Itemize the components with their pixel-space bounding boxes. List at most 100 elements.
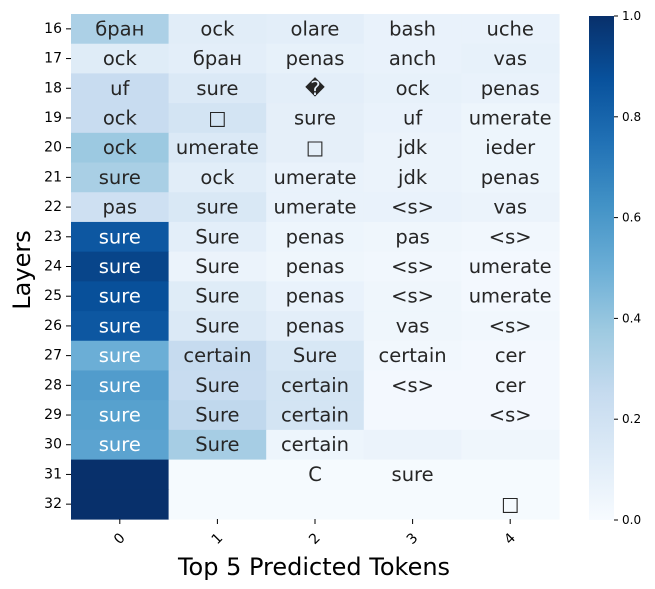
heatmap-cell-label: Sure — [195, 225, 239, 248]
heatmap-cell — [168, 429, 267, 461]
x-tick-label: 3 — [404, 530, 422, 548]
y-tick-label: 16 — [44, 21, 62, 37]
heatmap-cell — [363, 340, 462, 372]
heatmap-cell — [461, 459, 560, 490]
y-tick-label: 27 — [44, 348, 62, 364]
heatmap-cell-label: umerate — [176, 136, 259, 159]
heatmap-cell — [363, 43, 462, 75]
heatmap-cell — [461, 14, 560, 45]
heatmap-cell — [461, 192, 560, 223]
heatmap-cell-label: sure — [99, 374, 141, 397]
heatmap-cell-label: umerate — [469, 106, 552, 129]
heatmap-cell — [266, 73, 365, 104]
heatmap-cell-label: uche — [486, 17, 533, 40]
heatmap-cell-label: Sure — [195, 255, 239, 278]
heatmap-cell-label: <s> — [391, 285, 434, 308]
heatmap-cell — [71, 400, 170, 431]
heatmap-cell-label: umerate — [274, 166, 357, 189]
heatmap-cell — [168, 43, 267, 75]
colorbar-tick-label: 0.6 — [622, 211, 641, 225]
heatmap-cell — [168, 162, 267, 193]
heatmap-cell — [168, 400, 267, 431]
y-tick-label: 29 — [44, 407, 62, 423]
heatmap-cell-label: penas — [481, 77, 540, 100]
colorbar: 0.0 0.2 0.4 0.6 0.8 1.0 — [589, 9, 641, 527]
heatmap-cell-label: umerate — [274, 196, 357, 219]
heatmap-cell — [71, 429, 170, 461]
heatmap-cell — [461, 311, 560, 342]
y-tick-label: 17 — [44, 51, 62, 67]
y-tick-label: 21 — [44, 169, 62, 185]
x-tick-label: 1 — [209, 530, 227, 548]
heatmap-cell — [71, 311, 170, 342]
heatmap-cell-label: бран — [193, 47, 242, 70]
heatmap-cell-label: sure — [99, 314, 141, 337]
heatmap-cell — [71, 251, 170, 282]
heatmap-cell-label: □ — [208, 106, 226, 129]
heatmap-cell-label: sure — [99, 166, 141, 189]
heatmap-cell-label: penas — [481, 166, 540, 189]
heatmap-cell-label: sure — [196, 77, 238, 100]
heatmap-cell — [266, 132, 365, 164]
heatmap-cell — [71, 14, 170, 45]
heatmap-cell — [461, 73, 560, 104]
heatmap-cell — [266, 370, 365, 401]
heatmap-cell-label: sure — [99, 433, 141, 456]
heatmap-cell — [363, 400, 462, 431]
heatmap-cell — [461, 281, 560, 312]
heatmap-cell-label: sure — [99, 404, 141, 427]
heatmap-cell-label: olare — [291, 17, 340, 40]
heatmap-cell — [266, 400, 365, 431]
heatmap-cell — [363, 73, 462, 104]
heatmap-cell — [461, 429, 560, 461]
heatmap-cell-label: ock — [103, 47, 138, 70]
y-axis-ticks: 16 17 18 19 20 21 22 23 24 25 26 27 28 29 30 31 32 — [44, 21, 71, 512]
heatmap-cell — [168, 14, 267, 45]
heatmap-cell — [71, 340, 170, 372]
y-tick-label: 20 — [44, 140, 62, 156]
heatmap-cell-label: certain — [379, 344, 447, 367]
heatmap-cell — [168, 340, 267, 372]
heatmap-cell — [363, 192, 462, 223]
colorbar-tick-label: 0.4 — [622, 311, 641, 325]
heatmap-cell — [168, 370, 267, 401]
heatmap-cell — [71, 132, 170, 164]
heatmap-cell — [461, 251, 560, 282]
heatmap-cell — [363, 132, 462, 164]
heatmap-cell-label: bash — [389, 17, 436, 40]
heatmap-cell-label: □ — [501, 493, 519, 516]
heatmap-cell-label: penas — [286, 314, 345, 337]
heatmap-cell — [266, 459, 365, 490]
heatmap-cell — [363, 162, 462, 193]
heatmap-cell-label: jdk — [397, 166, 428, 189]
heatmap-cell-label: certain — [183, 344, 251, 367]
x-axis-label: Top 5 Predicted Tokens — [177, 553, 450, 581]
heatmap-cell-label: penas — [286, 47, 345, 70]
heatmap-cell-label: <s> — [391, 196, 434, 219]
heatmap-cell — [363, 489, 462, 520]
heatmap-cell — [363, 311, 462, 342]
x-tick-label: 0 — [111, 530, 129, 548]
heatmap-cell-label: C — [308, 463, 322, 486]
heatmap-cell — [168, 311, 267, 342]
heatmap-cell — [266, 162, 365, 193]
heatmap-cell — [461, 370, 560, 401]
heatmap-cell-label: cer — [495, 374, 527, 397]
heatmap-cell-label: Sure — [195, 404, 239, 427]
heatmap-cell-label: бран — [95, 17, 144, 40]
heatmap-cell — [363, 251, 462, 282]
heatmap-cell-label: vas — [493, 47, 527, 70]
y-tick-label: 23 — [44, 229, 62, 245]
heatmap-cell-label: uf — [110, 77, 130, 100]
y-tick-label: 32 — [44, 496, 62, 512]
heatmap-cell-label: <s> — [489, 314, 532, 337]
heatmap-cell — [71, 43, 170, 75]
y-tick-label: 28 — [44, 377, 62, 393]
heatmap-cell — [71, 192, 170, 223]
heatmap-cell — [168, 221, 267, 253]
heatmap-cell-label: ock — [103, 136, 138, 159]
heatmap-cell — [266, 43, 365, 75]
colorbar-ticks: 0.0 0.2 0.4 0.6 0.8 1.0 — [614, 9, 641, 527]
heatmap-cell — [71, 459, 170, 490]
heatmap-cell — [363, 103, 462, 134]
